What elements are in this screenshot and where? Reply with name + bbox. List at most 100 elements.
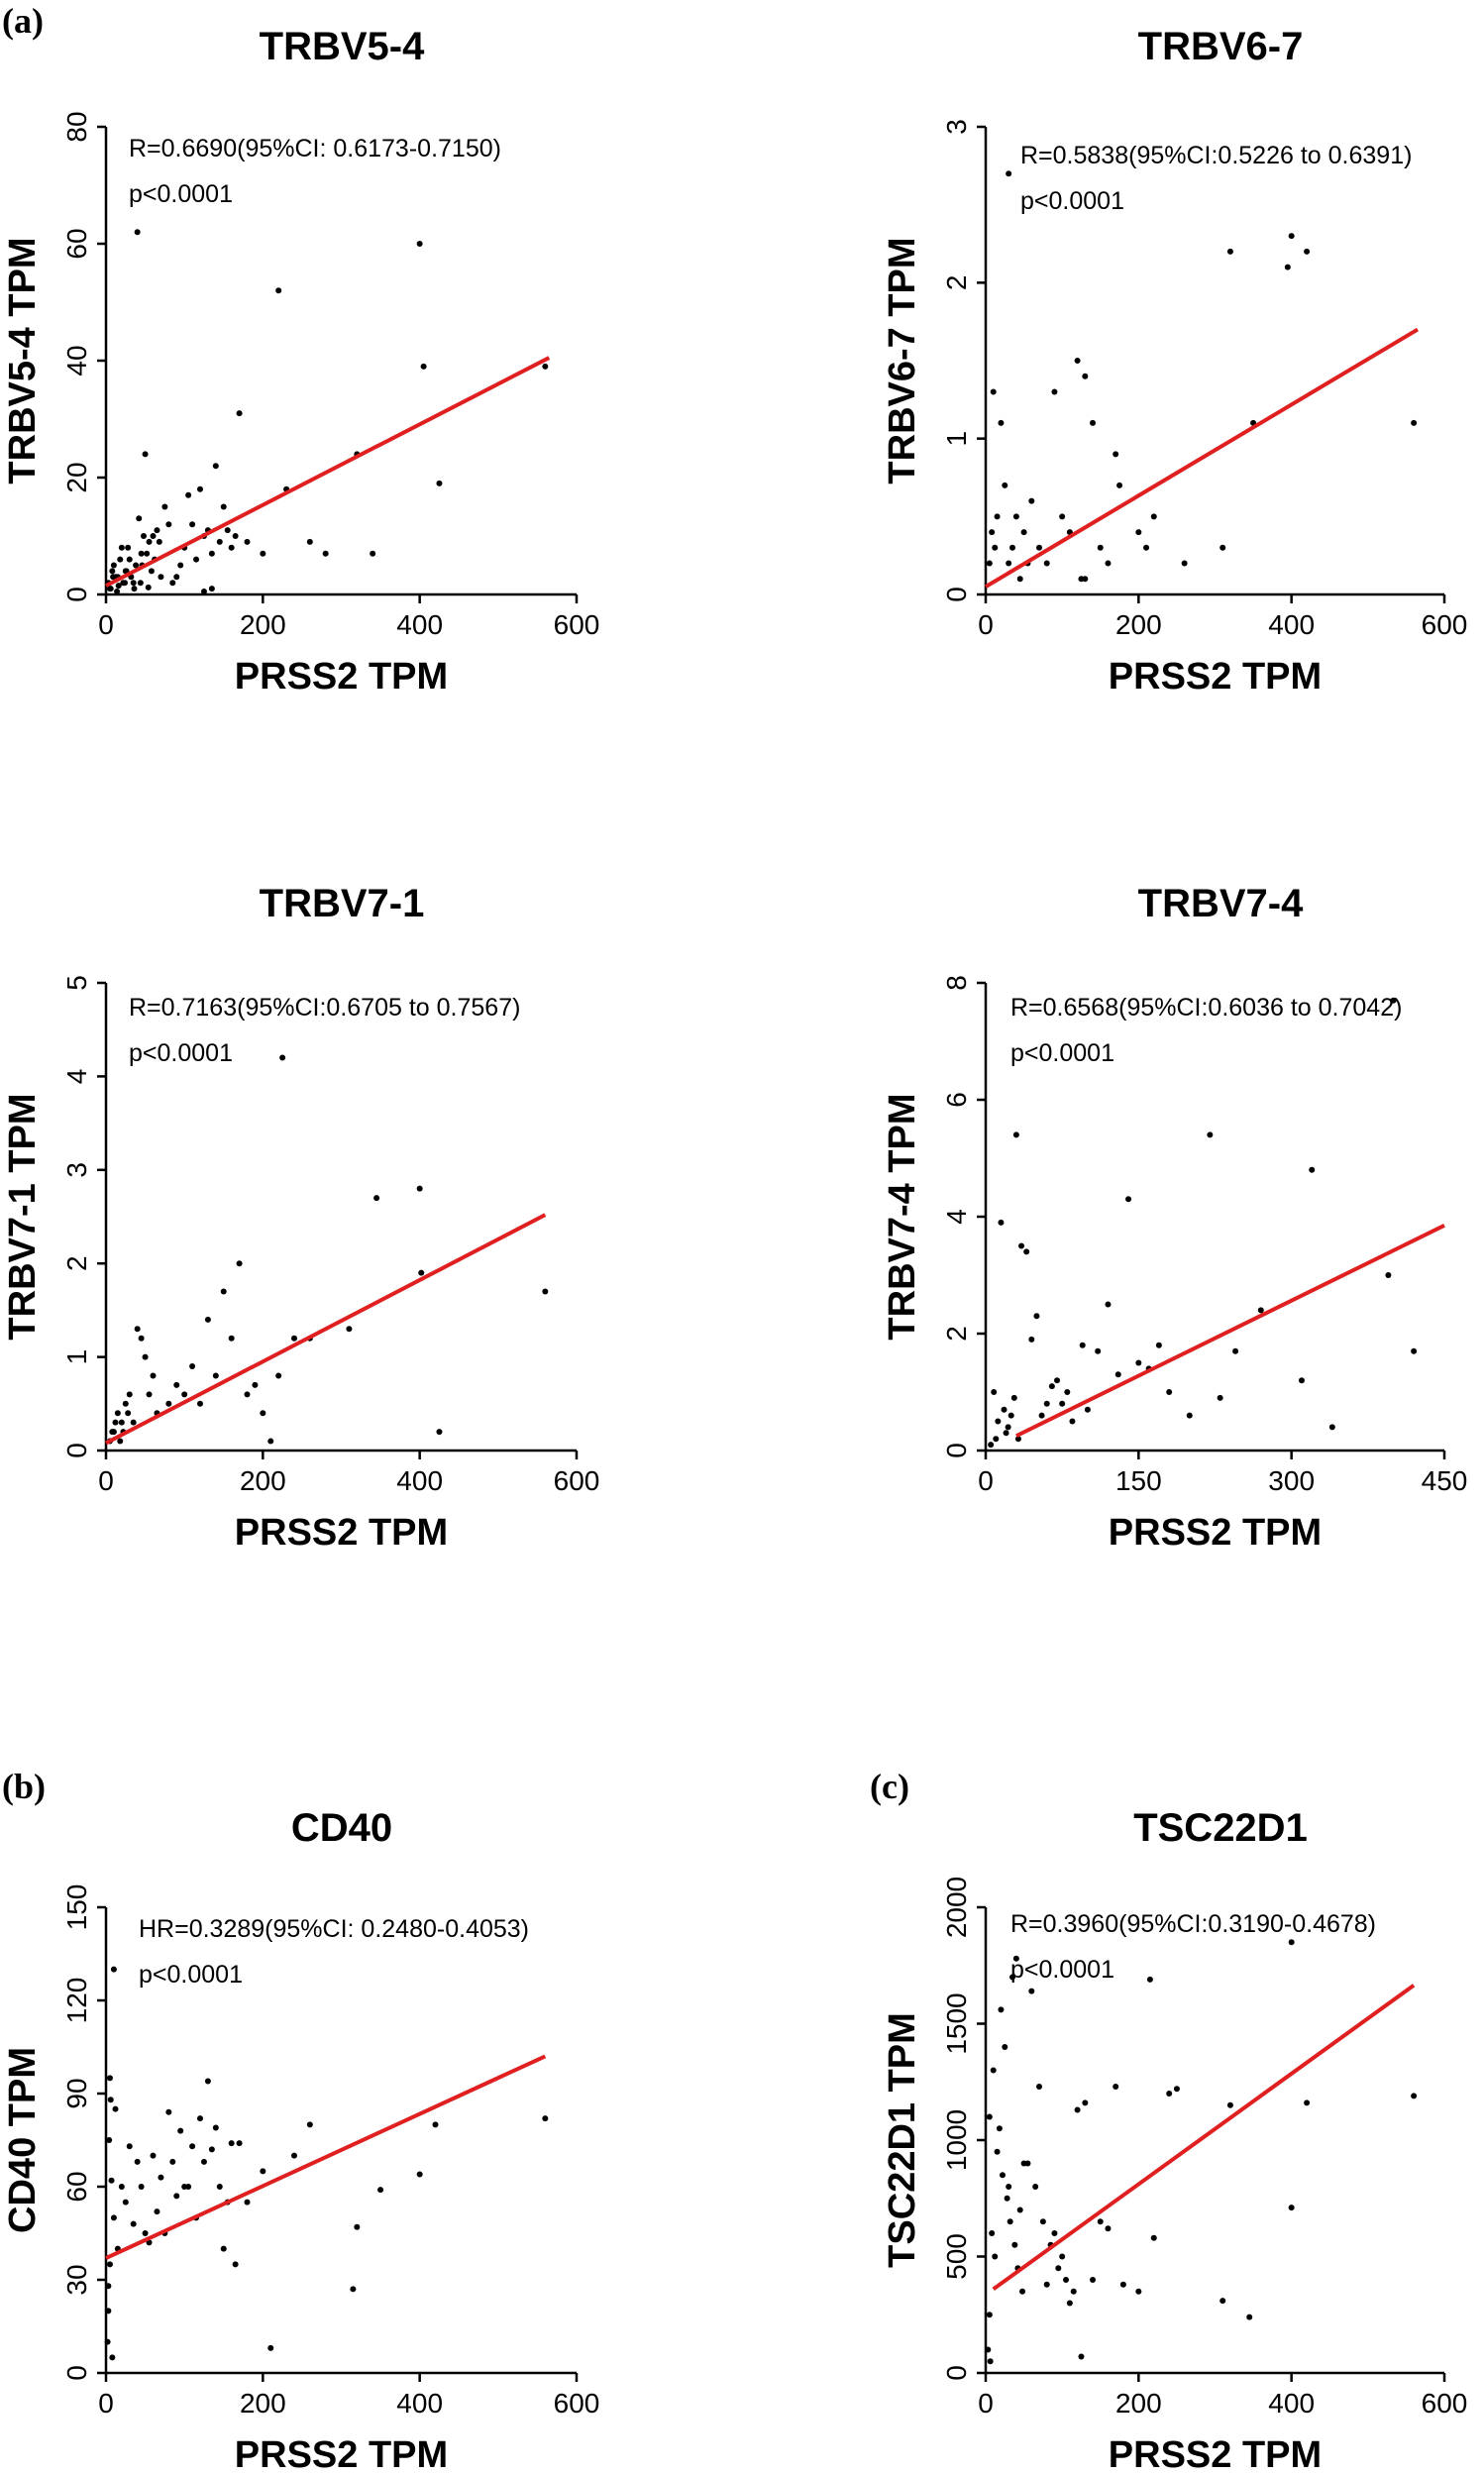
data-point xyxy=(110,2214,117,2221)
data-point xyxy=(260,550,266,557)
data-point xyxy=(1003,1430,1009,1437)
data-point xyxy=(1012,1131,1019,1138)
y-tick-label: 150 xyxy=(61,1884,92,1931)
data-point xyxy=(125,1410,132,1417)
data-point xyxy=(216,2184,223,2190)
data-point xyxy=(275,1372,282,1379)
data-point xyxy=(138,1335,145,1342)
data-point xyxy=(112,2105,119,2112)
data-point xyxy=(122,580,128,587)
y-axis-title: TSC22D1 TPM xyxy=(882,2012,923,2268)
data-point xyxy=(106,2075,113,2082)
data-point xyxy=(1007,1412,1014,1419)
y-tick-label: 8 xyxy=(941,975,972,991)
data-point xyxy=(1217,1394,1223,1401)
data-point xyxy=(1006,2184,1012,2190)
panel-letter-a: (a) xyxy=(2,1,44,41)
data-point xyxy=(985,2346,992,2353)
data-point xyxy=(1328,1424,1335,1431)
data-point xyxy=(1090,2277,1097,2283)
data-point xyxy=(1059,2253,1066,2260)
x-axis-title: PRSS2 TPM xyxy=(1109,656,1322,698)
data-point xyxy=(1010,1394,1017,1401)
x-tick-label: 0 xyxy=(978,609,994,640)
data-point xyxy=(236,410,243,417)
data-point xyxy=(232,533,239,539)
data-point xyxy=(992,544,999,551)
data-point xyxy=(267,1438,274,1445)
y-axis-title: TRBV5-4 TPM xyxy=(2,237,44,484)
y-axis-title: CD40 TPM xyxy=(2,2047,44,2233)
data-point xyxy=(1284,264,1291,270)
data-point xyxy=(992,2253,999,2260)
data-point xyxy=(1135,529,1142,536)
x-tick-label: 450 xyxy=(1422,1465,1468,1496)
regression-line xyxy=(105,1213,547,1446)
data-point xyxy=(995,1418,1002,1425)
x-tick-label: 600 xyxy=(554,1465,600,1496)
data-point xyxy=(134,229,141,236)
data-point xyxy=(1288,1939,1295,1946)
data-point xyxy=(1298,1377,1305,1384)
x-tick-label: 200 xyxy=(240,609,286,640)
data-point xyxy=(173,574,180,581)
y-tick-label: 2 xyxy=(941,275,972,291)
data-point xyxy=(1070,2288,1077,2295)
data-point xyxy=(1116,482,1123,488)
data-point xyxy=(158,2174,164,2181)
data-point xyxy=(1043,560,1050,567)
correlation-annotation: R=0.6568(95%CI:0.6036 to 0.7042) xyxy=(1010,994,1402,1022)
data-point xyxy=(224,527,231,534)
chart-4: TRBV7-4 0 150 300 450 0 2 4 6 8 PRSS2 TPM TRBV7-4 T… xyxy=(882,882,1467,1554)
data-point xyxy=(1090,419,1097,426)
chart-title: CD40 xyxy=(291,1806,392,1850)
p-value-annotation: p<0.0001 xyxy=(129,1039,233,1067)
data-point xyxy=(165,2108,172,2115)
data-point xyxy=(1166,2091,1173,2097)
data-point xyxy=(1309,1166,1316,1173)
data-point xyxy=(165,521,172,528)
data-point xyxy=(1079,1342,1086,1348)
data-point xyxy=(1207,1131,1214,1138)
data-point xyxy=(1066,2300,1073,2307)
data-point xyxy=(998,419,1005,426)
data-point xyxy=(1246,2314,1253,2320)
y-tick-label: 60 xyxy=(61,2171,92,2202)
x-axis-title: PRSS2 TPM xyxy=(235,656,448,698)
chart-3: TRBV7-1 0 200 400 600 0 1 2 3 4 5 PRSS2 TPM TRBV7-1 … xyxy=(2,882,599,1554)
data-point xyxy=(1033,1313,1040,1320)
data-point xyxy=(117,1438,124,1445)
x-tick-label: 0 xyxy=(98,1465,114,1496)
data-point xyxy=(416,241,423,247)
data-point xyxy=(220,503,227,510)
data-point xyxy=(126,556,133,563)
data-point xyxy=(118,544,125,551)
data-point xyxy=(1385,1272,1392,1278)
y-tick-label: 120 xyxy=(61,1978,92,2024)
data-point xyxy=(142,451,149,458)
x-tick-label: 0 xyxy=(978,2388,994,2419)
data-point xyxy=(1150,2234,1157,2241)
data-point xyxy=(212,2124,219,2131)
data-point xyxy=(118,1419,125,1426)
x-axis-title: PRSS2 TPM xyxy=(1109,2434,1322,2475)
y-tick-label: 60 xyxy=(61,228,92,259)
data-point xyxy=(142,1353,149,1360)
data-point xyxy=(133,562,140,569)
data-point xyxy=(1411,2093,1418,2099)
data-point xyxy=(1009,1974,1016,1981)
data-point xyxy=(142,2230,149,2236)
data-point xyxy=(987,2358,994,2365)
data-point xyxy=(232,2261,239,2268)
data-point xyxy=(1038,1412,1045,1419)
data-point xyxy=(1411,1347,1418,1354)
data-point xyxy=(996,2125,1003,2132)
regression-line xyxy=(1014,1224,1445,1439)
data-point xyxy=(370,550,376,557)
data-point xyxy=(1074,2106,1081,2113)
data-point xyxy=(1113,2083,1119,2090)
data-point xyxy=(109,1429,116,1436)
data-point xyxy=(346,1326,353,1333)
chart-1: TRBV5-4 0 200 400 600 0 20 40 60 80 PRSS2 TPM TRBV5… xyxy=(2,25,599,698)
